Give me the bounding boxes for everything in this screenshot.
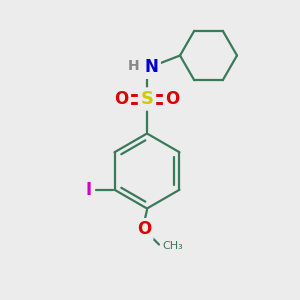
Text: O: O bbox=[114, 90, 129, 108]
Text: O: O bbox=[137, 220, 151, 238]
Text: S: S bbox=[140, 90, 154, 108]
Text: CH₃: CH₃ bbox=[162, 241, 183, 251]
Text: N: N bbox=[145, 58, 158, 76]
Text: I: I bbox=[86, 181, 92, 199]
Text: O: O bbox=[165, 90, 180, 108]
Text: H: H bbox=[128, 59, 139, 73]
